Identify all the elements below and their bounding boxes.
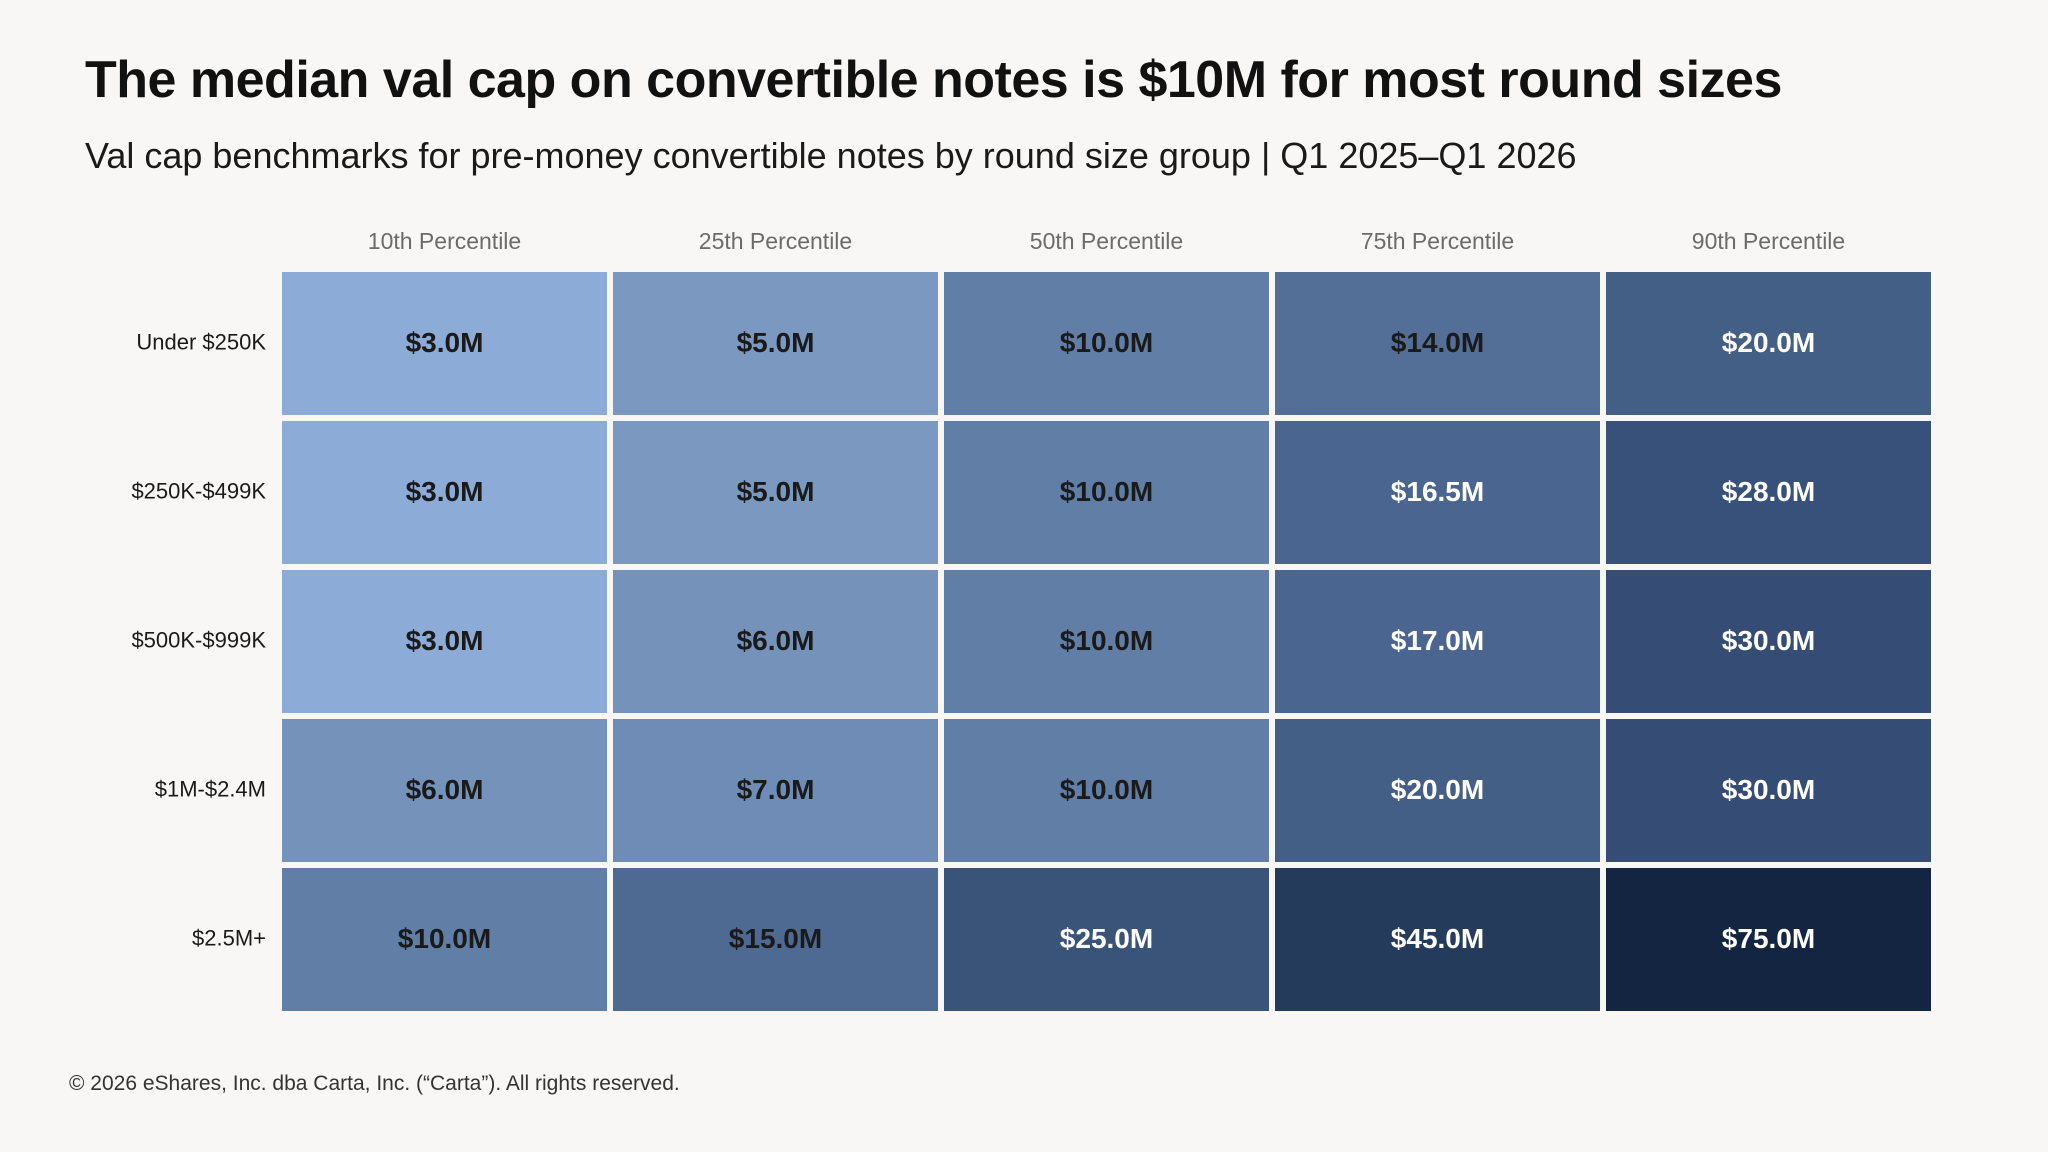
- heatmap-cell-label: $75.0M: [1722, 923, 1815, 954]
- column-header-10th-percentile: 10th Percentile: [368, 228, 521, 254]
- heatmap-cell: [1275, 868, 1600, 1011]
- copyright-footer: © 2026 eShares, Inc. dba Carta, Inc. (“C…: [69, 1072, 680, 1095]
- heatmap-cell: [282, 570, 607, 713]
- heatmap-cell-label: $6.0M: [406, 774, 484, 805]
- heatmap-cell: [1606, 570, 1931, 713]
- column-header-25th-percentile: 25th Percentile: [699, 228, 852, 254]
- heatmap-cell: [613, 421, 938, 564]
- heatmap-cell: [1275, 272, 1600, 415]
- row-label-1m-2-4m: $1M-$2.4M: [155, 776, 266, 801]
- heatmap-cell-label: $3.0M: [406, 476, 484, 507]
- heatmap-cell-label: $5.0M: [737, 327, 815, 358]
- row-label-under-250k: Under $250K: [136, 329, 266, 354]
- heatmap-cell: [1275, 421, 1600, 564]
- heatmap-cell-label: $16.5M: [1391, 476, 1484, 507]
- heatmap-cell: [282, 868, 607, 1011]
- heatmap-cell: [282, 421, 607, 564]
- heatmap-cell: [1606, 719, 1931, 862]
- heatmap-cell-label: $25.0M: [1060, 923, 1153, 954]
- heatmap-cell-label: $20.0M: [1722, 327, 1815, 358]
- row-label-2-5m: $2.5M+: [192, 925, 266, 950]
- row-label-250k-499k: $250K-$499K: [131, 478, 266, 503]
- heatmap-cell: [613, 570, 938, 713]
- heatmap-cell: [613, 272, 938, 415]
- heatmap-cell-label: $30.0M: [1722, 774, 1815, 805]
- heatmap-cell-label: $3.0M: [406, 625, 484, 656]
- heatmap-cell-label: $30.0M: [1722, 625, 1815, 656]
- heatmap-cell-label: $28.0M: [1722, 476, 1815, 507]
- row-label-500k-999k: $500K-$999K: [131, 627, 266, 652]
- heatmap-cell: [944, 868, 1269, 1011]
- heatmap-cell: [944, 272, 1269, 415]
- heatmap-cell: [1606, 272, 1931, 415]
- heatmap-cell: [1606, 868, 1931, 1011]
- heatmap-cell-label: $5.0M: [737, 476, 815, 507]
- heatmap-cell-label: $3.0M: [406, 327, 484, 358]
- heatmap-cell: [282, 719, 607, 862]
- heatmap-cell-label: $7.0M: [737, 774, 815, 805]
- heatmap-cell: [282, 272, 607, 415]
- heatmap-cell-label: $6.0M: [737, 625, 815, 656]
- heatmap-cell-label: $10.0M: [398, 923, 491, 954]
- heatmap-cell-label: $10.0M: [1060, 625, 1153, 656]
- column-header-75th-percentile: 75th Percentile: [1361, 228, 1514, 254]
- heatmap-cell: [1275, 719, 1600, 862]
- heatmap-cell: [944, 421, 1269, 564]
- heatmap-cell-label: $45.0M: [1391, 923, 1484, 954]
- heatmap-cell: [613, 719, 938, 862]
- heatmap-cell: [613, 868, 938, 1011]
- heatmap-cell: [1275, 570, 1600, 713]
- heatmap-cell: [1606, 421, 1931, 564]
- heatmap-cell-label: $14.0M: [1391, 327, 1484, 358]
- heatmap-cell-label: $20.0M: [1391, 774, 1484, 805]
- chart-title: The median val cap on convertible notes …: [85, 51, 1782, 109]
- heatmap-cell-label: $10.0M: [1060, 476, 1153, 507]
- heatmap-cell: [944, 570, 1269, 713]
- heatmap-cell-label: $17.0M: [1391, 625, 1484, 656]
- heatmap-cell-label: $10.0M: [1060, 327, 1153, 358]
- heatmap-cell: [944, 719, 1269, 862]
- column-header-90th-percentile: 90th Percentile: [1692, 228, 1845, 254]
- chart-subtitle: Val cap benchmarks for pre-money convert…: [85, 135, 1577, 176]
- heatmap-cell-label: $15.0M: [729, 923, 822, 954]
- column-header-50th-percentile: 50th Percentile: [1030, 228, 1183, 254]
- heatmap-cell-label: $10.0M: [1060, 774, 1153, 805]
